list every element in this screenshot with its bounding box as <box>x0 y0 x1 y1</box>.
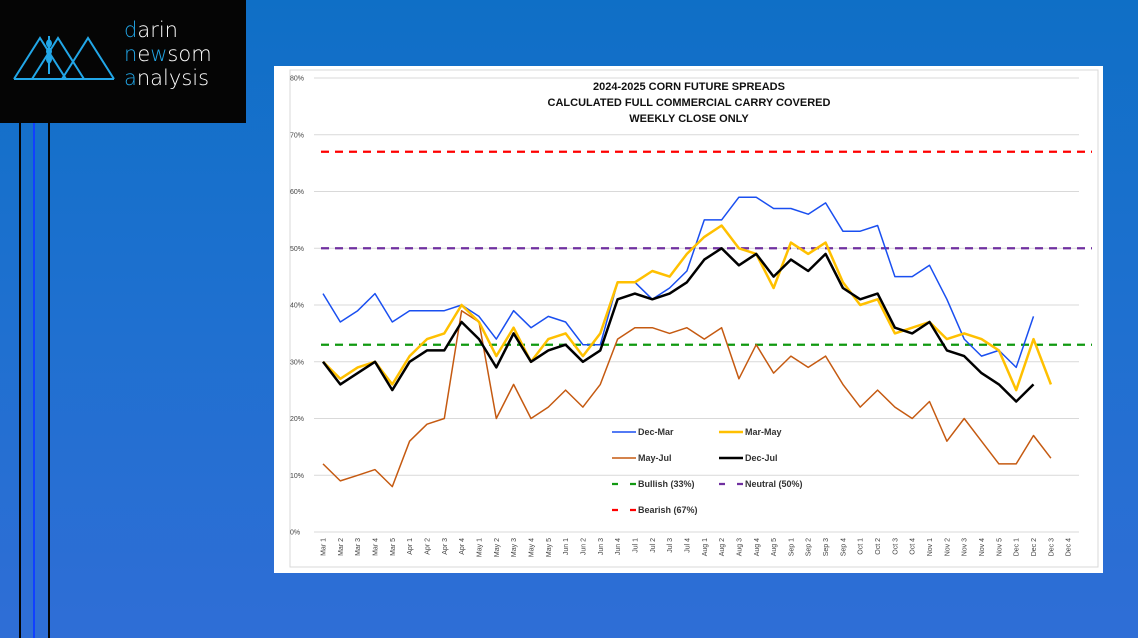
logo-line-1: darin <box>124 18 178 42</box>
x-tick-label: Sep 1 <box>788 538 795 556</box>
x-tick-label: Sep 2 <box>806 538 813 556</box>
x-tick-label: Apr 2 <box>424 538 431 555</box>
y-tick-label: 20% <box>290 416 304 423</box>
decorative-stripe-black-2 <box>48 123 50 638</box>
x-tick-label: Jul 1 <box>632 538 639 553</box>
y-axis-ticks: 0% 10% 20% 30% 40% 50% 60% 70% 80% <box>290 76 304 537</box>
x-tick-label: May 2 <box>494 538 501 557</box>
x-tick-label: Apr 4 <box>459 538 466 555</box>
x-tick-label: May 5 <box>546 538 553 557</box>
x-tick-label: Nov 3 <box>962 538 969 556</box>
logo-line-3: analysis <box>124 66 210 90</box>
x-tick-label: Jul 4 <box>684 538 691 553</box>
x-tick-label: Mar 4 <box>372 538 379 556</box>
chart-title-line-3: WEEKLY CLOSE ONLY <box>629 113 749 125</box>
series-line-dec_mar <box>322 196 1035 369</box>
x-tick-label: Jun 4 <box>615 538 622 555</box>
x-tick-label: Mar 3 <box>355 538 362 556</box>
x-tick-label: Nov 4 <box>979 538 986 556</box>
chart-title: 2024-2025 CORN FUTURE SPREADS CALCULATED… <box>548 81 831 125</box>
x-tick-label: Mar 2 <box>338 538 345 556</box>
y-tick-label: 70% <box>290 132 304 139</box>
plot-border <box>289 69 1099 568</box>
y-tick-label: 0% <box>290 530 300 537</box>
x-tick-label: Dec 2 <box>1031 538 1038 556</box>
logo: darin newsom analysis <box>0 0 246 123</box>
y-tick-label: 10% <box>290 473 304 480</box>
x-tick-label: Mar 1 <box>321 538 328 556</box>
legend-label: Bearish (67%) <box>638 505 698 515</box>
logo-line-2: newsom <box>124 42 212 66</box>
x-tick-label: Oct 2 <box>875 538 882 555</box>
x-tick-label: May 1 <box>476 538 483 557</box>
x-tick-label: Aug 4 <box>754 538 761 556</box>
y-tick-label: 30% <box>290 359 304 366</box>
series-lines <box>322 196 1053 488</box>
legend-item-neutral: Neutral (50%) <box>719 479 803 489</box>
gridlines <box>314 77 1079 533</box>
legend-label: Neutral (50%) <box>745 479 803 489</box>
x-tick-label: May 4 <box>528 538 535 557</box>
x-tick-label: Mar 5 <box>390 538 397 556</box>
mountains-wheat-logo-icon <box>13 36 115 80</box>
legend-item-dec_jul: Dec-Jul <box>719 453 778 463</box>
y-tick-label: 80% <box>290 76 304 83</box>
x-tick-label: Nov 2 <box>944 538 951 556</box>
x-tick-label: Oct 4 <box>910 538 917 555</box>
series-line-mar_may <box>322 224 1053 392</box>
legend-item-mar_may: Mar-May <box>719 427 782 437</box>
legend-label: May-Jul <box>638 453 672 463</box>
y-tick-label: 50% <box>290 246 304 253</box>
x-tick-label: Oct 3 <box>892 538 899 555</box>
x-tick-label: May 3 <box>511 538 518 557</box>
x-tick-label: Oct 1 <box>858 538 865 555</box>
x-tick-label: Jun 1 <box>563 538 570 555</box>
logo-wordmark: darin newsom analysis <box>124 18 212 90</box>
legend-label: Bullish (33%) <box>638 479 695 489</box>
x-tick-label: Apr 1 <box>407 538 414 555</box>
chart-panel: 0% 10% 20% 30% 40% 50% 60% 70% 80% Mar 1 Mar 2 Mar… <box>274 66 1103 573</box>
x-tick-label: Dec 1 <box>1014 538 1021 556</box>
y-tick-label: 40% <box>290 303 304 310</box>
legend-item-bearish: Bearish (67%) <box>612 505 698 515</box>
reference-lines <box>321 150 1092 346</box>
line-chart: 0%10%20%30%40%50%60%70%80% Mar 1 Mar 2 Mar… <box>289 69 1099 568</box>
x-tick-label: Jun 2 <box>580 538 587 555</box>
series-line-dec_jul <box>322 247 1035 403</box>
decorative-stripe-blue <box>33 123 35 638</box>
x-tick-label: Aug 1 <box>702 538 709 556</box>
legend-label: Mar-May <box>745 427 782 437</box>
chart-title-line-2: CALCULATED FULL COMMERCIAL CARRY COVERED <box>548 97 831 109</box>
legend-item-bullish: Bullish (33%) <box>612 479 695 489</box>
x-tick-label: Aug 3 <box>736 538 743 556</box>
x-tick-label: Aug 2 <box>719 538 726 556</box>
x-tick-label: Sep 4 <box>840 538 847 556</box>
y-tick-label: 60% <box>290 189 304 196</box>
legend-item-dec_mar: Dec-Mar <box>612 427 674 437</box>
x-tick-label: Jul 3 <box>667 538 674 553</box>
x-tick-label: Sep 3 <box>823 538 830 556</box>
legend-label: Dec-Mar <box>638 427 674 437</box>
legend-item-may_jul: May-Jul <box>612 453 672 463</box>
x-tick-label: Dec 4 <box>1066 538 1073 556</box>
x-tick-label: Jul 2 <box>650 538 657 553</box>
x-tick-label: Apr 3 <box>442 538 449 555</box>
decorative-stripe-black-1 <box>19 123 21 638</box>
x-tick-label: Jun 3 <box>598 538 605 555</box>
series-line-may_jul <box>322 309 1052 488</box>
legend: Dec-Mar Mar-May May-Jul Dec-Jul Bullish (33%… <box>612 427 803 515</box>
x-tick-label: Nov 1 <box>927 538 934 556</box>
x-tick-label: Dec 3 <box>1048 538 1055 556</box>
x-tick-label: Aug 5 <box>771 538 778 556</box>
legend-label: Dec-Jul <box>745 453 778 463</box>
x-tick-label: Nov 5 <box>996 538 1003 556</box>
chart-title-line-1: 2024-2025 CORN FUTURE SPREADS <box>593 81 785 93</box>
x-axis-ticks: Mar 1 Mar 2 Mar 3 Mar 4 Mar 5 Apr 1 Apr 2 Apr 3… <box>321 538 1073 557</box>
